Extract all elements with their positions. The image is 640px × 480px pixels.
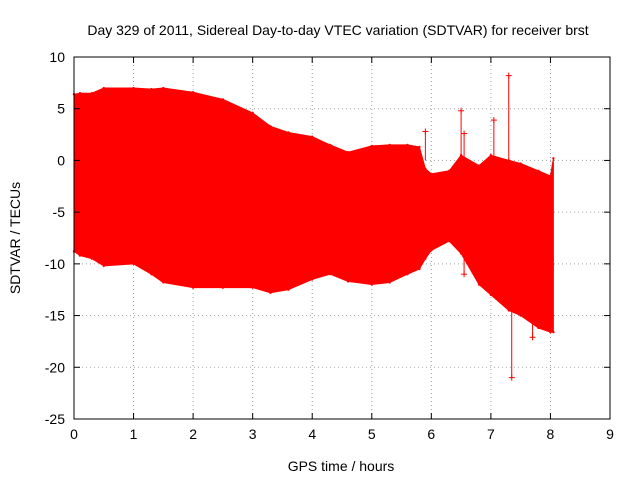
data-point-lower	[418, 267, 421, 271]
data-point-upper	[549, 174, 552, 178]
data-point-lower	[489, 293, 493, 297]
data-point-lower	[90, 257, 94, 260]
data-point-lower	[221, 286, 225, 289]
y-tick-label: 0	[57, 152, 65, 168]
data-point-upper	[162, 86, 165, 90]
data-point-lower	[346, 280, 350, 283]
data-point-upper	[552, 157, 555, 160]
data-point-upper	[311, 135, 314, 138]
data-point-lower	[477, 283, 481, 286]
data-point-upper	[269, 125, 272, 128]
x-tick-label: 1	[130, 426, 138, 442]
data-point-lower	[162, 281, 165, 284]
plot-area	[72, 72, 555, 381]
data-point-lower	[424, 257, 427, 260]
data-point-upper	[537, 169, 540, 172]
x-tick-label: 2	[189, 426, 197, 442]
data-point-lower	[269, 291, 272, 295]
data-point-lower	[537, 326, 540, 330]
data-point-upper	[448, 169, 451, 172]
data-point-lower	[549, 330, 552, 334]
data-point-upper	[150, 87, 153, 91]
data-point-upper	[90, 92, 94, 95]
data-point-lower	[406, 273, 409, 276]
data-point-upper	[221, 98, 225, 101]
y-tick-label: -25	[45, 411, 65, 427]
data-point-upper	[251, 111, 254, 115]
y-tick-label: -10	[45, 256, 65, 272]
data-point-upper	[388, 143, 391, 147]
data-point-lower	[191, 286, 195, 289]
data-point-upper	[418, 145, 421, 149]
data-point-lower	[552, 330, 555, 334]
data-point-lower	[102, 264, 105, 268]
data-point-lower	[311, 278, 314, 281]
chart-title: Day 329 of 2011, Sidereal Day-to-day VTE…	[87, 22, 588, 38]
data-point-lower	[388, 281, 391, 284]
x-tick-label: 9	[606, 426, 614, 442]
x-tick-label: 7	[487, 426, 495, 442]
y-tick-label: -20	[45, 359, 65, 375]
y-axis-label: SDTVAR / TECUs	[7, 182, 23, 294]
data-point-upper	[132, 86, 135, 90]
data-point-upper	[191, 90, 195, 94]
data-point-upper	[102, 86, 105, 90]
y-tick-label: -5	[53, 204, 66, 220]
data-point-lower	[328, 273, 332, 276]
y-tick-label: 10	[49, 49, 65, 65]
data-point-upper	[346, 150, 350, 154]
data-point-lower	[132, 262, 135, 266]
data-point-upper	[424, 167, 427, 170]
data-point-upper	[370, 144, 373, 148]
y-tick-label: -15	[45, 308, 65, 324]
plot-frame	[73, 56, 611, 420]
data-point-upper	[477, 164, 481, 167]
data-point-upper	[489, 154, 493, 157]
tick-labels: 0 1 2 3 4 5 6 7 8 9 10 5 0 -5 -10 -15 -20 -25	[45, 49, 614, 442]
x-tick-label: 4	[308, 426, 316, 442]
data-point-lower	[150, 273, 153, 276]
x-tick-label: 8	[547, 426, 555, 442]
data-point-lower	[507, 309, 510, 312]
data-point-lower	[448, 239, 451, 243]
data-point-upper	[430, 172, 433, 176]
data-point-lower	[459, 252, 463, 255]
data-point-lower	[430, 249, 433, 252]
data-point-lower	[519, 314, 522, 317]
x-tick-label: 0	[70, 426, 78, 442]
x-tick-label: 6	[427, 426, 435, 442]
y-tick-label: 5	[57, 101, 65, 117]
x-axis-label: GPS time / hours	[288, 458, 395, 474]
data-point-upper	[78, 92, 82, 95]
data-point-lower	[251, 286, 254, 289]
data-point-upper	[519, 162, 522, 165]
x-tick-label: 5	[368, 426, 376, 442]
data-point-upper	[287, 131, 290, 134]
data-point-upper	[406, 143, 409, 147]
data-point-upper	[328, 143, 332, 147]
x-tick-label: 3	[249, 426, 257, 442]
data-point-lower	[78, 254, 82, 257]
data-point-lower	[370, 283, 373, 286]
data-point-lower	[287, 288, 290, 291]
